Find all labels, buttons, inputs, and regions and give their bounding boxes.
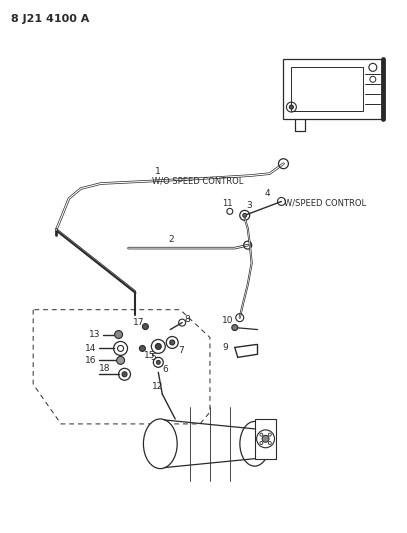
Text: 7: 7 bbox=[178, 346, 184, 355]
Text: 8 J21 4100 A: 8 J21 4100 A bbox=[11, 14, 90, 23]
Circle shape bbox=[170, 340, 175, 345]
Text: 16: 16 bbox=[85, 356, 96, 365]
Text: 3: 3 bbox=[247, 201, 252, 210]
Text: 5: 5 bbox=[150, 353, 156, 362]
Circle shape bbox=[262, 435, 269, 442]
Circle shape bbox=[232, 325, 238, 330]
Text: 12: 12 bbox=[152, 382, 164, 391]
Text: 10: 10 bbox=[222, 316, 233, 325]
Text: 6: 6 bbox=[162, 365, 168, 374]
Text: 11: 11 bbox=[222, 199, 232, 208]
Text: 2: 2 bbox=[168, 235, 174, 244]
Circle shape bbox=[155, 343, 161, 350]
Circle shape bbox=[289, 105, 293, 109]
Bar bbox=[255, 419, 276, 459]
Bar bbox=[283, 59, 383, 119]
Ellipse shape bbox=[143, 419, 177, 469]
Text: 4: 4 bbox=[265, 189, 270, 198]
Text: 15: 15 bbox=[144, 351, 156, 360]
Bar bbox=[291, 67, 363, 111]
Text: 13: 13 bbox=[89, 330, 100, 339]
Text: 9: 9 bbox=[223, 343, 229, 352]
Circle shape bbox=[243, 213, 247, 217]
Text: 8: 8 bbox=[184, 315, 190, 324]
Text: W/SPEED CONTROL: W/SPEED CONTROL bbox=[284, 199, 367, 208]
Circle shape bbox=[122, 372, 127, 377]
Ellipse shape bbox=[240, 422, 269, 466]
Text: 18: 18 bbox=[99, 364, 110, 373]
Circle shape bbox=[115, 330, 123, 338]
Circle shape bbox=[140, 345, 145, 351]
Text: 1: 1 bbox=[155, 167, 161, 176]
Text: 14: 14 bbox=[85, 344, 96, 353]
Circle shape bbox=[142, 324, 149, 329]
Text: W/O SPEED CONTROL: W/O SPEED CONTROL bbox=[152, 176, 244, 185]
Circle shape bbox=[156, 360, 160, 365]
Circle shape bbox=[116, 357, 125, 365]
Text: 17: 17 bbox=[133, 318, 144, 327]
